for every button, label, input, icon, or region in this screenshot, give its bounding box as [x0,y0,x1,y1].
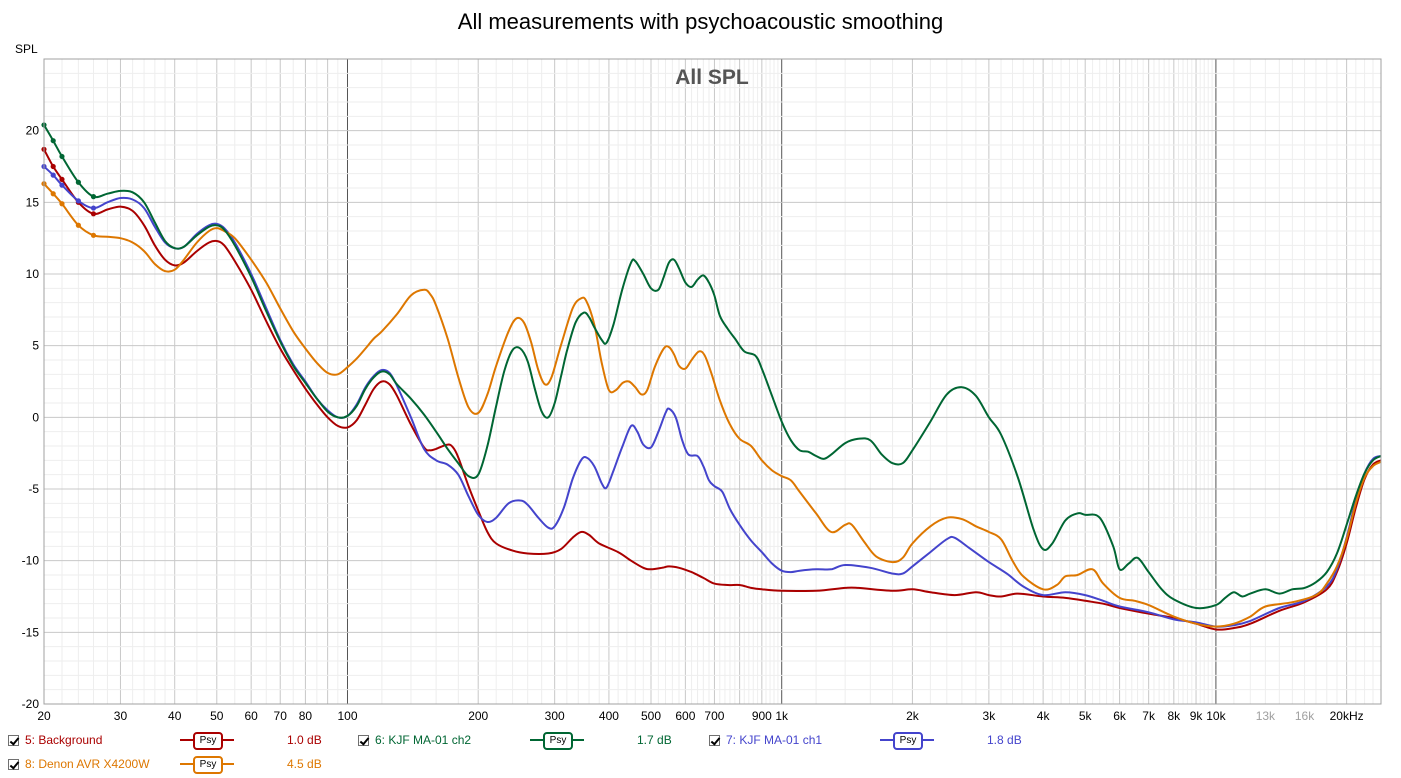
y-tick-label: 20 [26,124,40,138]
grid-lines [43,58,1382,705]
series-point [75,179,81,185]
x-tick-label: 900 [752,709,772,723]
chart-title: All measurements with psychoacoustic smo… [457,9,944,34]
series-point [90,205,97,211]
series-line-6 [43,124,1382,610]
x-tick-label: 5k [1079,709,1093,723]
offset-value: 1.8 dB [987,733,1022,747]
legend-label: 8: Denon AVR X4200W [25,757,150,771]
checkbox-kjf-ch2[interactable] [358,734,369,746]
y-tick-label: 10 [26,267,40,281]
legend-item-background[interactable]: 5: Background [8,731,102,749]
psy-button-background[interactable]: Psy [180,732,234,750]
x-tick-label: 7k [1142,709,1156,723]
series-point [50,163,56,170]
x-tick-label: 20kHz [1330,709,1364,723]
series-point [59,176,65,182]
psy-label: Psy [193,756,223,774]
series-point [75,222,81,228]
x-tick-label: 1k [775,709,789,723]
series-line-8 [43,183,1382,628]
x-tick-label: 700 [704,709,724,723]
x-tick-label: 6k [1113,709,1127,723]
checkbox-kjf-ch1[interactable] [709,734,720,746]
x-tick-label: 13k [1256,709,1276,723]
x-tick-label: 100 [337,709,357,723]
x-tick-label: 50 [210,709,224,723]
psy-button-kjf-ch2[interactable]: Psy [530,732,584,750]
x-tick-label: 16k [1295,709,1315,723]
y-tick-label: -15 [22,625,40,639]
psy-label: Psy [543,732,573,750]
y-tick-label: 0 [32,410,39,424]
offset-value: 4.5 dB [287,757,322,771]
y-tick-label: -10 [22,554,40,568]
offset-value: 1.7 dB [637,733,672,747]
psy-label: Psy [893,732,923,750]
x-tick-label: 500 [641,709,661,723]
checkbox-background[interactable] [8,734,19,746]
legend-label: 7: KJF MA-01 ch1 [726,733,823,747]
series-point [50,138,56,144]
checkbox-denon[interactable] [8,758,19,770]
series-point [50,191,56,197]
y-tick-label: 15 [26,195,40,209]
x-tick-label: 30 [114,709,128,723]
series-point [50,172,56,178]
x-tick-label: 80 [299,709,313,723]
psy-label: Psy [193,732,223,750]
x-tick-label: 300 [545,709,565,723]
series-point [59,201,65,207]
x-tick-label: 200 [468,709,488,723]
x-tick-label: 8k [1167,709,1181,723]
legend-item-kjf-ch1[interactable]: 7: KJF MA-01 ch1 [709,731,822,749]
x-tick-label: 600 [675,709,695,723]
x-tick-label: 70 [274,709,288,723]
plot-subtitle: All SPL [675,66,749,89]
x-tick-label: 4k [1037,709,1051,723]
series-point [59,153,65,160]
x-tick-label: 9k [1190,709,1204,723]
legend-row-2: 8: Denon AVR X4200W Psy 4.5 dB [0,755,1401,774]
offset-value: 1.0 dB [287,733,322,747]
series-point [59,182,65,188]
legend-label: 5: Background [25,733,103,747]
legend-row-1: 5: Background Psy 1.0 dB 6: KJF MA-01 ch… [0,731,1401,750]
x-tick-label: 10k [1206,709,1226,723]
legend-label: 6: KJF MA-01 ch2 [375,733,472,747]
plot-frame [43,58,1382,705]
series-line-7 [43,165,1382,628]
series-point [90,232,97,238]
y-axis-label: SPL [15,42,38,56]
y-tick-label: -20 [22,697,40,711]
series-point [90,211,97,217]
legend-item-denon[interactable]: 8: Denon AVR X4200W [8,755,150,773]
x-tick-label: 400 [599,709,619,723]
x-tick-label: 2k [906,709,920,723]
series-lines [41,122,1382,631]
series-point [75,198,81,204]
legend-item-kjf-ch2[interactable]: 6: KJF MA-01 ch2 [358,731,471,749]
y-tick-label: 5 [32,339,39,353]
series-point [90,194,97,200]
x-tick-label: 3k [983,709,997,723]
y-tick-label: -5 [28,482,39,496]
x-tick-label: 40 [168,709,182,723]
x-tick-label: 60 [244,709,258,723]
x-tick-label: 20 [37,709,51,723]
psy-button-kjf-ch1[interactable]: Psy [880,732,934,750]
series-line-5 [43,148,1382,631]
psy-button-denon[interactable]: Psy [180,756,234,774]
